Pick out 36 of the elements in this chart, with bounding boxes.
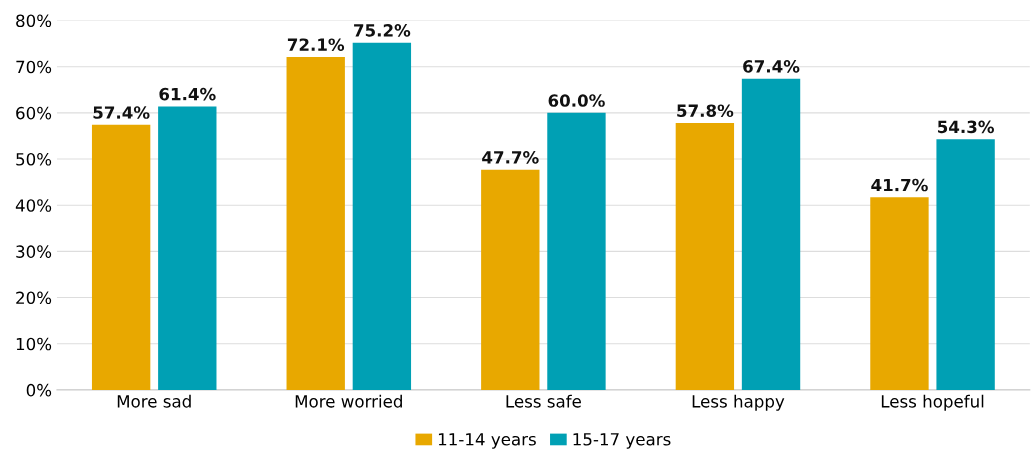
- bar: [481, 169, 540, 390]
- legend-label: 15-17 years: [573, 433, 671, 449]
- y-tick-label: 50%: [16, 152, 52, 166]
- y-tick-label: 70%: [16, 60, 52, 74]
- x-tick-label: More worried: [295, 394, 402, 408]
- bar: [870, 197, 929, 390]
- data-label: 72.1%: [287, 38, 345, 51]
- bar: [158, 106, 217, 390]
- x-tick-label: Less hopeful: [881, 394, 984, 411]
- data-label: 57.8%: [677, 104, 734, 118]
- x-tick-label: Less safe: [506, 394, 581, 408]
- data-label: 57.4%: [93, 106, 150, 119]
- legend-label: 11-14 years: [438, 433, 536, 449]
- y-tick-label: 60%: [16, 106, 52, 120]
- y-tick-label: 80%: [16, 14, 52, 28]
- bar: [675, 123, 735, 390]
- y-tick-label: 10%: [16, 337, 52, 351]
- data-label: 61.4%: [159, 87, 216, 101]
- y-tick-label: 20%: [16, 291, 52, 305]
- bar: [936, 139, 995, 390]
- data-label: 47.7%: [482, 151, 539, 164]
- bar: [741, 78, 801, 390]
- y-tick-label: 40%: [15, 199, 52, 212]
- data-label: 41.7%: [871, 178, 928, 192]
- y-tick-label: 30%: [16, 245, 52, 258]
- data-label: 75.2%: [354, 24, 411, 37]
- x-tick-label: More sad: [117, 394, 191, 408]
- y-tick-label: 0%: [26, 383, 52, 397]
- bar: [547, 112, 606, 390]
- x-tick-label: Less happy: [692, 394, 785, 411]
- data-label: 54.3%: [937, 120, 994, 134]
- data-label: 60.0%: [548, 94, 605, 107]
- data-label: 67.4%: [743, 60, 800, 73]
- bar: [91, 124, 151, 390]
- bar: [352, 42, 412, 390]
- bar: [286, 56, 345, 390]
